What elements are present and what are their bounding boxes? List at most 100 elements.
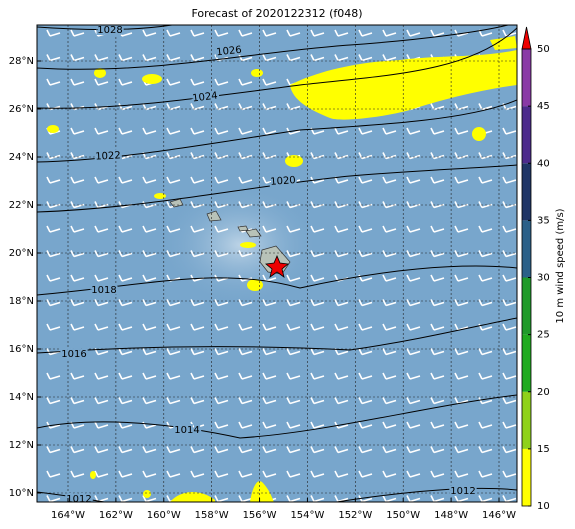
- lon-tick-label: 164°W: [51, 510, 85, 521]
- wind-barb: [382, 323, 397, 331]
- wind-barb: [358, 299, 373, 307]
- wind-barb: [190, 421, 205, 429]
- wind-barb: [166, 323, 181, 331]
- wind-barb: [478, 495, 493, 502]
- wind-barb: [214, 446, 229, 454]
- wind-barb: [382, 54, 397, 62]
- wind-barb: [478, 470, 493, 478]
- wind-barb: [118, 446, 133, 454]
- wind-barb: [46, 250, 61, 258]
- wind-barb: [46, 323, 61, 331]
- wind-barb: [166, 348, 181, 356]
- wind-barb: [46, 421, 61, 429]
- wind-barb: [166, 446, 181, 454]
- wind-barb: [190, 103, 205, 111]
- wind-barb: [238, 397, 253, 405]
- wind-barb: [454, 29, 469, 37]
- wind-barb: [382, 470, 397, 478]
- wind-barb: [94, 54, 109, 62]
- lat-tick-label: 18°N: [9, 296, 34, 307]
- lat-tick-label: 28°N: [9, 56, 34, 67]
- wind-barb: [502, 225, 517, 233]
- wind-barb: [358, 372, 373, 380]
- wind-barb: [262, 54, 277, 62]
- wind-barb: [430, 323, 445, 331]
- wind-barb: [334, 29, 349, 37]
- wind-barb: [430, 299, 445, 307]
- lat-tick-label: 22°N: [9, 200, 34, 211]
- lon-tick-label: 146°W: [482, 510, 516, 521]
- wind-barb: [406, 299, 421, 307]
- lon-tick-label: 154°W: [290, 510, 324, 521]
- isobar-label: 1028: [97, 25, 122, 36]
- colorbar-tick-label: 45: [537, 101, 550, 112]
- wind-barb: [430, 470, 445, 478]
- wind-barb: [166, 103, 181, 111]
- wind-barb: [166, 78, 181, 86]
- colorbar-tick-label: 20: [537, 387, 550, 398]
- wind-barb: [382, 274, 397, 282]
- wind-barb: [94, 274, 109, 282]
- wind-barb: [454, 127, 469, 135]
- wind-barb: [430, 103, 445, 111]
- wind-barb: [238, 348, 253, 356]
- wind-barb: [166, 397, 181, 405]
- wind-barb: [190, 225, 205, 233]
- wind-barb: [166, 299, 181, 307]
- wind-barb: [430, 250, 445, 258]
- wind-barb: [70, 397, 85, 405]
- wind-barb: [166, 176, 181, 184]
- wind-barb: [46, 470, 61, 478]
- wind-barb: [214, 299, 229, 307]
- colorbar-swatch: [522, 49, 531, 107]
- wind-barb: [262, 446, 277, 454]
- map-frame: [36, 24, 518, 503]
- wind-barb: [334, 54, 349, 62]
- wind-barb: [478, 299, 493, 307]
- wind-barb: [478, 372, 493, 380]
- wind-barb: [310, 348, 325, 356]
- wind-barb: [166, 225, 181, 233]
- wind-barb: [382, 495, 397, 502]
- wind-barb: [118, 250, 133, 258]
- wind-barb: [118, 176, 133, 184]
- wind-barb: [454, 446, 469, 454]
- lon-tick-label: 162°W: [99, 510, 133, 521]
- wind-barb: [454, 397, 469, 405]
- wind-barb: [286, 250, 301, 258]
- wind-barb: [310, 323, 325, 331]
- wind-barb: [238, 470, 253, 478]
- wind-barb: [46, 29, 61, 37]
- wind-barb: [262, 348, 277, 356]
- wind-barb: [142, 348, 157, 356]
- wind-barb: [358, 446, 373, 454]
- wind-barb: [502, 446, 517, 454]
- wind-barb: [478, 250, 493, 258]
- wind-barb: [238, 421, 253, 429]
- wind-barb: [286, 421, 301, 429]
- wind-barb: [262, 372, 277, 380]
- wind-barb: [286, 470, 301, 478]
- wind-barb: [46, 176, 61, 184]
- wind-barb: [238, 176, 253, 184]
- wind-barb: [190, 29, 205, 37]
- wind-barb: [142, 446, 157, 454]
- map-title: Forecast of 2020122312 (f048): [191, 7, 362, 20]
- wind-barb: [406, 495, 421, 502]
- wind-barb: [406, 372, 421, 380]
- lat-tick-label: 16°N: [9, 344, 34, 355]
- wind-barb: [142, 54, 157, 62]
- lon-tick-label: 156°W: [243, 510, 277, 521]
- wind-barb: [214, 495, 229, 502]
- wind-barb: [286, 495, 301, 502]
- wind-barb: [478, 176, 493, 184]
- wind-barb: [238, 103, 253, 111]
- isobar-label: 1012: [450, 486, 475, 497]
- wind-barb: [358, 250, 373, 258]
- wind-barb: [406, 348, 421, 356]
- wind-barb: [94, 323, 109, 331]
- lat-tick-label: 10°N: [9, 488, 34, 499]
- wind-barb: [118, 299, 133, 307]
- wind-barb: [142, 397, 157, 405]
